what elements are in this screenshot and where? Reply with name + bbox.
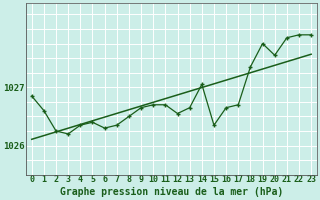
X-axis label: Graphe pression niveau de la mer (hPa): Graphe pression niveau de la mer (hPa) [60, 187, 283, 197]
